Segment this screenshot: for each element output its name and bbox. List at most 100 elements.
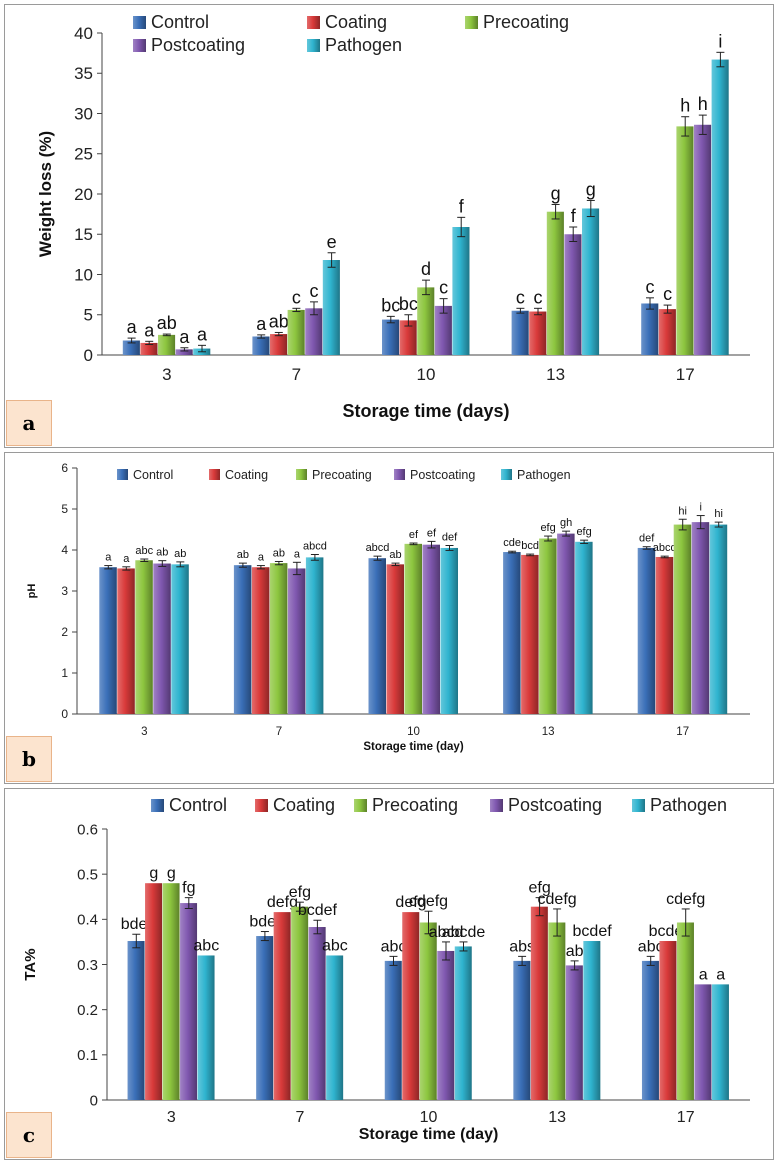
bar-pathogen-day-7 (305, 557, 324, 714)
bar-precoating-day-3 (158, 334, 176, 355)
legend-swatch-control (117, 469, 128, 480)
bar-pathogen-day-13 (575, 541, 593, 714)
x-tick-label: 7 (276, 726, 282, 738)
legend-label-pathogen: Pathogen (325, 35, 402, 55)
x-tick-label: 3 (141, 726, 147, 738)
significance-letter: defg (267, 894, 298, 911)
x-tick-label: 7 (292, 365, 301, 384)
significance-letter: e (327, 232, 337, 252)
bar-coating-day-7 (251, 567, 270, 714)
bar-control-day-13 (513, 960, 531, 1100)
legend-swatch-control (133, 16, 146, 29)
significance-letter: ef (427, 527, 437, 539)
legend-swatch-precoating (354, 799, 367, 812)
significance-letter: a (294, 548, 301, 560)
bar-postcoating-day-7 (287, 568, 306, 714)
bar-coating-day-13 (529, 311, 547, 355)
bar-precoating-day-13 (546, 211, 564, 355)
significance-letter: efg (540, 522, 555, 534)
bar-coating-day-7 (270, 334, 288, 355)
legend-label-pathogen: Pathogen (517, 468, 571, 482)
bar-precoating-day-13 (548, 922, 566, 1100)
significance-letter: c (516, 287, 525, 307)
y-tick-label: 0.6 (77, 821, 98, 838)
x-tick-label: 10 (407, 726, 420, 738)
bar-pathogen-day-10 (440, 547, 458, 714)
legend-swatch-pathogen (632, 799, 645, 812)
significance-letter: hi (678, 505, 687, 517)
bar-control-day-10 (384, 960, 402, 1100)
significance-letter: g (586, 179, 596, 199)
significance-letter: bcd (521, 540, 539, 552)
legend-label-postcoating: Postcoating (508, 795, 602, 815)
significance-letter: c (663, 284, 672, 304)
bar-control-day-3 (99, 567, 117, 714)
bar-coating-day-13 (530, 906, 548, 1100)
significance-letter: i (718, 31, 722, 51)
legend-label-postcoating: Postcoating (151, 35, 245, 55)
legend-swatch-pathogen (307, 39, 320, 52)
significance-letter: abcd (303, 541, 327, 553)
legend-swatch-pathogen (501, 469, 512, 480)
bar-precoating-day-7 (287, 309, 305, 355)
significance-letter: c (646, 277, 655, 297)
bar-postcoating-day-7 (305, 308, 323, 355)
y-tick-label: 15 (74, 225, 93, 244)
bar-pathogen-day-10 (454, 946, 472, 1100)
x-tick-label: 13 (548, 1109, 566, 1126)
significance-letter: abc (638, 938, 664, 955)
significance-letter: abs (509, 938, 535, 955)
significance-letter: abcd (429, 924, 464, 941)
significance-letter: a (144, 320, 155, 340)
significance-letter: ab (566, 943, 584, 960)
bar-pathogen-day-10 (452, 227, 470, 355)
bar-coating-day-10 (402, 912, 420, 1100)
significance-letter: bcdef (298, 902, 338, 919)
significance-letter: bc (381, 295, 400, 315)
significance-letter: abcd (366, 542, 390, 554)
significance-letter: a (105, 552, 112, 564)
significance-letter: cdefg (409, 893, 448, 910)
legend-label-control: Control (169, 795, 227, 815)
y-tick-label: 1 (61, 666, 68, 680)
legend-label-pathogen: Pathogen (650, 795, 727, 815)
bar-precoating-day-7 (269, 563, 288, 714)
y-tick-label: 2 (61, 625, 68, 639)
x-tick-label: 17 (677, 1109, 695, 1126)
y-axis-label: pH (26, 584, 38, 599)
bar-coating-day-10 (386, 564, 404, 714)
significance-letter: abcd (653, 542, 677, 554)
bar-postcoating-day-3 (175, 349, 193, 355)
bar-precoating-day-3 (162, 883, 180, 1100)
significance-letter: bcdef (573, 923, 613, 940)
significance-letter: c (534, 287, 543, 307)
bar-postcoating-day-7 (308, 927, 326, 1100)
bar-control-day-3 (122, 340, 140, 355)
bar-postcoating-day-10 (422, 544, 440, 714)
significance-letter: a (256, 314, 267, 334)
bar-pathogen-day-17 (711, 59, 729, 355)
significance-letter: a (123, 553, 130, 565)
legend-swatch-postcoating (394, 469, 405, 480)
y-tick-label: 30 (74, 104, 93, 123)
y-tick-label: 6 (61, 461, 68, 475)
significance-letter: fg (182, 880, 195, 897)
bar-precoating-day-17 (673, 524, 692, 714)
significance-letter: f (459, 196, 465, 216)
bar-pathogen-day-13 (582, 208, 600, 355)
bar-precoating-day-13 (539, 538, 557, 714)
y-tick-label: 0.5 (77, 866, 98, 883)
y-tick-label: 0.3 (77, 957, 98, 974)
significance-letter: ef (409, 529, 419, 541)
bar-precoating-day-10 (419, 922, 437, 1100)
significance-letter: efg (289, 884, 311, 901)
significance-letter: ab (156, 547, 168, 559)
y-tick-label: 0 (61, 707, 68, 721)
panel-b-ph: 0 1 2 3 4 5 6 pH Storage time (day) 3 a a abc ab ab 7 ab… (4, 452, 774, 784)
bar-control-day-10 (368, 558, 386, 714)
bar-coating-day-13 (521, 554, 539, 714)
legend-label-control: Control (151, 12, 209, 32)
weight-loss-chart: 0 5 10 15 20 25 30 35 40 Weight loss (%) Storage t… (36, 12, 750, 421)
significance-letter: ab (174, 548, 186, 560)
legend-swatch-postcoating (133, 39, 146, 52)
